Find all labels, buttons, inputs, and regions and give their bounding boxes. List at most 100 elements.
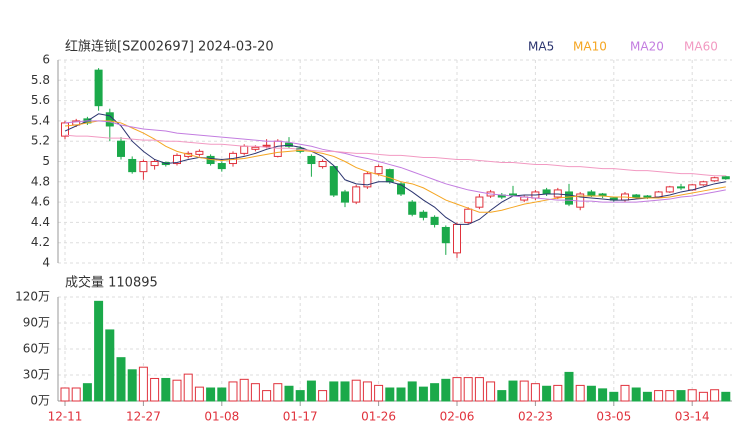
candle-body: [273, 140, 282, 157]
volume-bar: [273, 383, 283, 402]
volume-bar: [553, 384, 563, 402]
volume-bar: [530, 383, 540, 402]
legend-label: MA5: [528, 40, 554, 54]
volume-bar: [116, 357, 126, 402]
volume-bar: [710, 389, 720, 402]
y-tick-label: 6: [42, 53, 50, 67]
volume-bar: [362, 381, 372, 402]
y-tick-label: 5.6: [31, 93, 50, 107]
candle-body: [173, 154, 181, 165]
y-tick-label: 4.6: [31, 195, 50, 209]
volume-bar: [82, 383, 92, 402]
volume-bar: [150, 377, 160, 402]
ma-line: [64, 120, 726, 203]
volume-bar: [631, 387, 641, 402]
y-tick-label: 90万: [23, 316, 50, 330]
volume-bar: [721, 391, 731, 402]
x-tick-label: 12-11: [48, 410, 83, 424]
x-tick-label: 02-06: [440, 410, 475, 424]
volume-bar: [228, 381, 238, 402]
candle-body: [307, 155, 316, 165]
volume-bar: [284, 385, 294, 402]
volume-bar: [127, 369, 137, 402]
candle-body: [139, 161, 148, 173]
candle-body: [509, 193, 517, 196]
ma-line: [64, 134, 726, 177]
legend-label: MA60: [684, 40, 718, 54]
y-tick-label: 4: [42, 256, 50, 270]
volume-bar: [94, 300, 104, 402]
volume-bar: [306, 380, 316, 402]
y-tick-label: 5.8: [31, 73, 50, 87]
volume-bar: [542, 385, 552, 402]
candle-body: [150, 161, 159, 167]
volume-bar: [452, 377, 462, 402]
candle-body: [94, 69, 103, 107]
candle-body: [565, 191, 573, 205]
candle-body: [699, 181, 708, 186]
y-tick-label: 60万: [23, 342, 50, 356]
volume-bar: [418, 386, 428, 402]
x-tick-label: 02-23: [518, 410, 553, 424]
candle-body: [441, 226, 450, 244]
volume-bar: [194, 386, 204, 402]
x-tick-label: 01-17: [283, 410, 318, 424]
candle-body: [587, 191, 596, 197]
candle-body: [195, 150, 204, 155]
x-tick-label: 03-05: [596, 410, 631, 424]
candle-body: [251, 146, 260, 150]
y-tick-label: 0万: [30, 394, 50, 408]
candle-body: [408, 201, 417, 215]
y-tick-label: 4.4: [31, 215, 50, 229]
volume-bar: [385, 387, 395, 402]
y-tick-label: 30万: [23, 368, 50, 382]
candle-body: [632, 194, 641, 198]
volume-bar: [217, 387, 227, 402]
volume-bar: [206, 387, 216, 402]
candle-body: [430, 216, 439, 225]
volume-bar: [665, 390, 675, 402]
candle-body: [105, 112, 114, 127]
y-tick-label: 5.2: [31, 134, 50, 148]
candle-body: [341, 191, 349, 203]
volume-bar: [654, 390, 664, 402]
candle-body: [453, 223, 461, 254]
candle-body: [240, 145, 249, 154]
volume-bar: [441, 378, 451, 402]
volume-bar: [340, 381, 350, 402]
volume-bar: [698, 391, 708, 402]
volume-bar: [620, 384, 630, 402]
candle-body: [397, 183, 405, 195]
volume-bar: [642, 391, 652, 402]
volume-bar: [586, 385, 596, 402]
candle-body: [352, 186, 361, 203]
volume-bar: [239, 378, 249, 402]
volume-bar: [161, 377, 171, 402]
ma-line: [64, 113, 726, 225]
x-tick-label: 12-27: [126, 410, 161, 424]
x-tick-label: 01-26: [361, 410, 396, 424]
volume-bar: [71, 387, 81, 402]
candle-body: [419, 211, 428, 218]
volume-bar: [318, 390, 328, 402]
volume-bar: [575, 384, 585, 402]
candle-body: [217, 163, 226, 170]
volume-bar: [250, 383, 260, 402]
volume-bar: [262, 390, 272, 402]
x-tick-label: 01-08: [204, 410, 239, 424]
chart-title: 红旗连锁[SZ002697] 2024-03-20: [65, 39, 274, 55]
volume-bar: [329, 381, 339, 402]
legend-label: MA20: [630, 40, 664, 54]
y-tick-label: 120万: [15, 290, 50, 304]
volume-bar: [463, 377, 473, 402]
candle-body: [542, 189, 551, 195]
volume-bar: [60, 387, 70, 402]
volume-bar: [497, 390, 507, 402]
volume-bar: [138, 366, 148, 402]
volume-bar: [430, 383, 440, 402]
volume-bar: [687, 389, 697, 402]
volume-bar: [351, 379, 361, 402]
volume-bar: [564, 371, 574, 402]
candle-body: [329, 166, 338, 196]
